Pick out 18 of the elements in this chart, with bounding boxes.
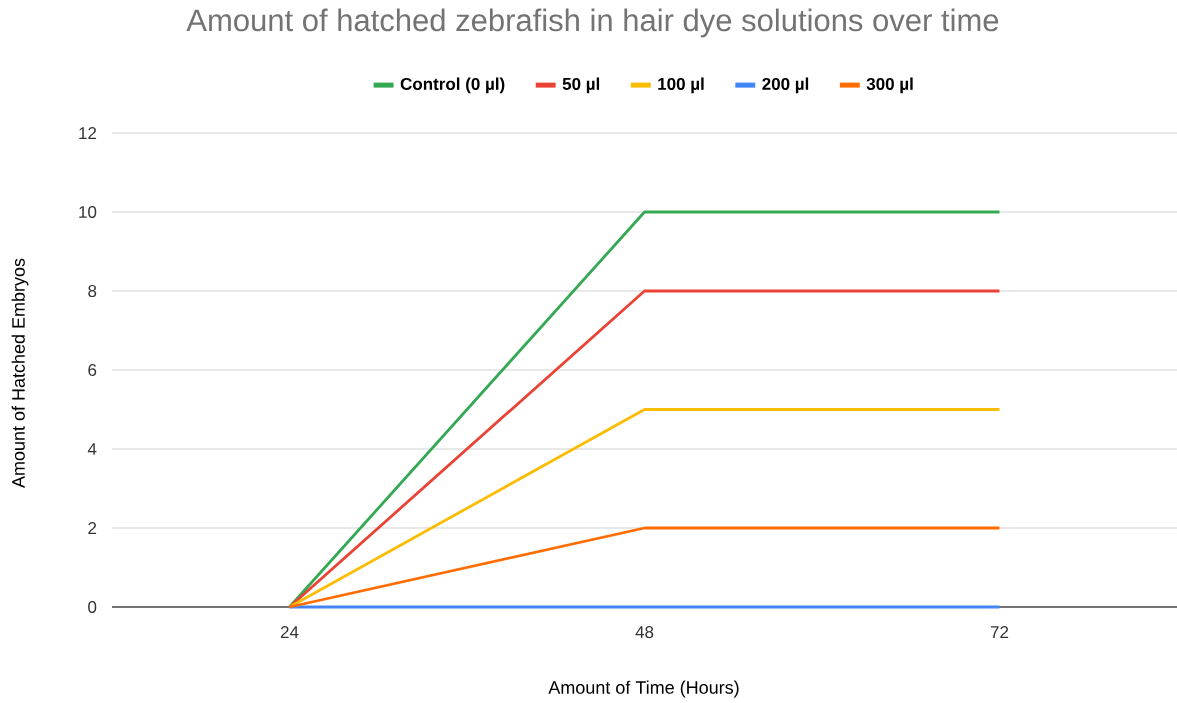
legend-label: 200 µl [762,77,809,94]
y-axis-title: Amount of Hatched Embryos [11,258,29,489]
y-tick-label: 4 [87,443,97,455]
legend-label: 50 µl [562,77,600,94]
legend-label: 100 µl [658,77,704,94]
y-tick-label: 6 [88,363,97,377]
x-axis-title: Amount of Time (Hours) [548,680,739,698]
x-tick-label: 24 [280,626,299,638]
legend-label: Control (0 µl) [400,77,505,94]
y-tick-label: 12 [79,127,97,139]
x-tick-label: 48 [635,626,654,639]
y-tick-label: 10 [79,205,97,219]
y-tick-label: 8 [88,284,97,298]
chart-title: Amount of hatched zebrafish in hair dye solutions over time [186,8,999,38]
y-tick-label: 2 [88,522,97,534]
x-tick-label: 72 [990,626,1009,638]
y-tick-label: 0 [88,600,97,614]
legend-label: 300 µl [866,77,913,94]
